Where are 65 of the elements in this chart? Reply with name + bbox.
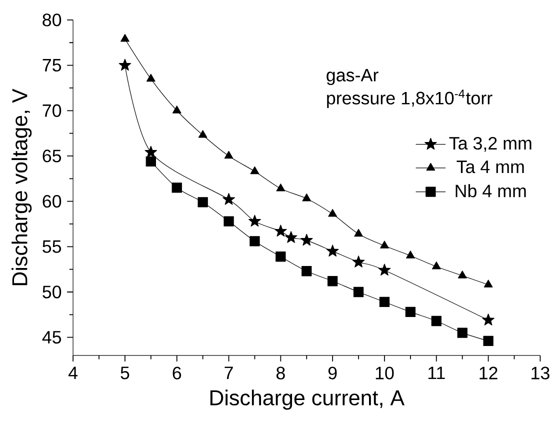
point	[432, 261, 441, 270]
y-tick-label: 80	[42, 14, 62, 26]
y-tick-label: 60	[42, 194, 62, 208]
point	[354, 228, 363, 237]
point	[198, 197, 208, 208]
legend-label: Nb 4 mm	[456, 184, 526, 198]
point	[276, 252, 286, 262]
point	[146, 156, 156, 166]
point	[120, 34, 130, 42]
y-tick-label: 50	[42, 286, 62, 298]
point	[118, 58, 132, 71]
point	[326, 244, 339, 256]
annotation: pressure 1,8x10$^{-4}$torr	[327, 90, 492, 108]
point	[144, 146, 158, 158]
point	[379, 296, 390, 307]
point	[300, 234, 313, 246]
point	[172, 182, 182, 193]
point	[248, 214, 261, 227]
point	[250, 166, 260, 174]
point	[457, 328, 468, 338]
x-tick-label: 12	[480, 366, 498, 380]
point	[146, 74, 156, 82]
point	[380, 240, 389, 248]
x-tick-label: 8	[276, 366, 285, 380]
point	[224, 216, 234, 226]
legend-label: Ta 4 mm	[456, 160, 524, 174]
point	[198, 130, 208, 138]
x-tick-label: 7	[224, 366, 233, 379]
point	[352, 256, 365, 268]
point	[482, 314, 495, 326]
point	[284, 231, 298, 243]
point	[250, 236, 260, 246]
point	[378, 264, 391, 276]
y-axis-title: Discharge voltage, V	[12, 88, 32, 286]
annotation: gas-Ar	[326, 68, 378, 85]
x-tick-label: 13	[532, 366, 550, 380]
x-tick-label: 4	[68, 366, 78, 379]
point	[328, 208, 338, 217]
y-tick-label: 65	[42, 150, 62, 162]
x-tick-label: 10	[376, 366, 394, 380]
x-tick-label: 9	[328, 366, 337, 380]
point	[405, 306, 416, 317]
x-tick-label: 5	[120, 366, 130, 380]
y-tick-label: 75	[42, 59, 62, 72]
point	[328, 276, 338, 286]
point	[406, 250, 415, 258]
legend-label: Ta 3,2 mm	[449, 136, 532, 152]
x-axis-title: Discharge current, A	[210, 390, 405, 410]
x-tick-label: 11	[428, 366, 445, 379]
point	[224, 150, 234, 159]
point	[431, 316, 442, 326]
point	[172, 106, 182, 114]
point	[458, 270, 467, 278]
point	[274, 224, 287, 237]
x-tick-label: 6	[172, 366, 182, 380]
y-tick-label: 55	[42, 240, 62, 253]
point	[222, 192, 235, 205]
point	[302, 266, 312, 276]
point	[302, 193, 312, 202]
point	[353, 286, 364, 298]
point	[484, 280, 493, 288]
point	[483, 336, 494, 346]
y-tick-label: 70	[42, 104, 62, 117]
point	[276, 184, 286, 192]
y-tick-label: 45	[42, 331, 62, 344]
